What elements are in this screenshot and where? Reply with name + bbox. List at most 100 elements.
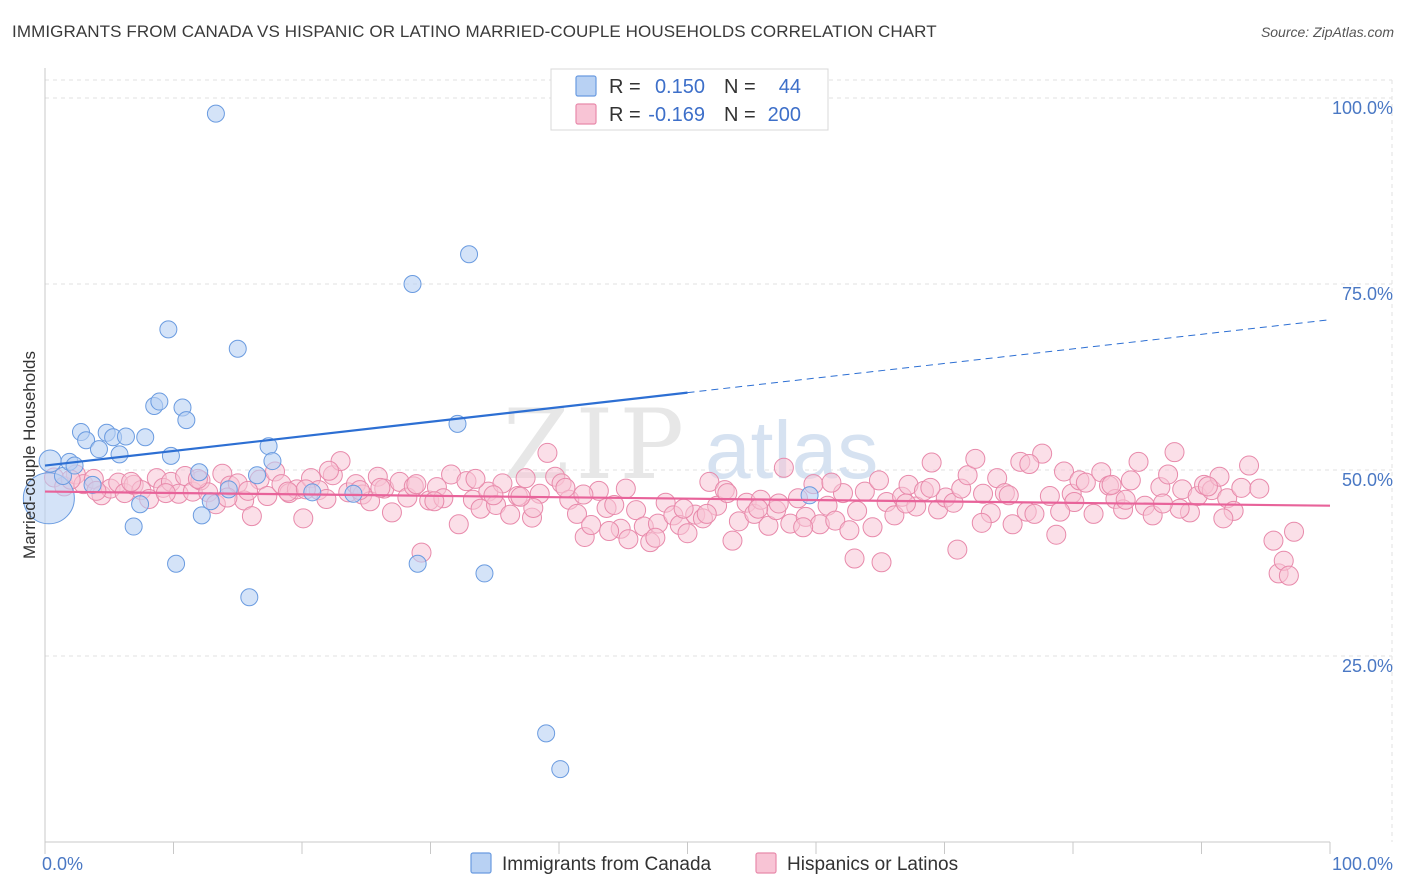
stats-legend-swatch-hispanics [575, 103, 597, 125]
data-point-canada [83, 475, 102, 494]
data-point-hispanics [1197, 476, 1218, 497]
data-point-hispanics [821, 472, 842, 493]
data-point-canada [263, 452, 282, 471]
data-point-hispanics [1083, 503, 1104, 524]
data-point-canada [77, 431, 96, 450]
stats-legend-n-value-canada: 44 [779, 76, 801, 98]
data-point-canada [201, 492, 220, 511]
x-tick-label-max: 100.0% [1332, 854, 1393, 874]
data-point-hispanics [1278, 565, 1299, 586]
data-point-hispanics [722, 530, 743, 551]
data-point-hispanics [241, 506, 262, 527]
data-point-hispanics [699, 471, 720, 492]
data-point-hispanics [696, 503, 717, 524]
data-point-hispanics [381, 502, 402, 523]
trend-lines [44, 319, 1331, 507]
data-point-canada [150, 392, 169, 411]
data-point-hispanics [277, 481, 298, 502]
stats-legend-r-label-canada: R = [609, 76, 641, 98]
data-point-hispanics [406, 474, 427, 495]
data-point-canada [403, 275, 422, 293]
chart-title: IMMIGRANTS FROM CANADA VS HISPANIC OR LA… [12, 22, 937, 41]
data-point-hispanics [238, 480, 259, 501]
data-point-canada [537, 724, 556, 743]
data-point-hispanics [793, 517, 814, 538]
data-point-hispanics [1120, 470, 1141, 491]
bottom-legend: Immigrants from Canada Hispanics or Lati… [470, 852, 958, 875]
data-point-hispanics [500, 504, 521, 525]
data-point-hispanics [1046, 524, 1067, 545]
legend-label-hispanics: Hispanics or Latinos [787, 854, 958, 875]
data-point-hispanics [257, 486, 278, 507]
canada-points [22, 81, 819, 779]
data-point-hispanics [424, 491, 445, 512]
data-point-hispanics [573, 484, 594, 505]
data-point-hispanics [604, 494, 625, 515]
data-point-hispanics [618, 529, 639, 550]
data-point-canada [303, 483, 322, 502]
data-point-hispanics [537, 442, 558, 463]
stats-legend-n-value-hispanics: 200 [768, 104, 801, 126]
data-point-hispanics [844, 548, 865, 569]
data-point-hispanics [515, 468, 536, 489]
data-point-canada [167, 554, 186, 573]
data-point-hispanics [483, 485, 504, 506]
data-point-hispanics [1075, 472, 1096, 493]
stats-legend-swatch-canada [575, 75, 597, 97]
data-point-hispanics [523, 497, 544, 518]
data-point-hispanics [1050, 501, 1071, 522]
data-point-canada [136, 428, 155, 447]
data-point-hispanics [293, 508, 314, 529]
stats-legend-r-label-hispanics: R = [609, 104, 641, 126]
data-point-hispanics [1239, 455, 1260, 476]
data-point-hispanics [768, 493, 789, 514]
data-point-hispanics [673, 498, 694, 519]
watermark-atlas: atlas [705, 405, 878, 496]
data-point-canada [219, 480, 238, 499]
data-point-canada [116, 427, 135, 446]
data-point-hispanics [1115, 489, 1136, 510]
data-point-canada [248, 466, 267, 485]
stats-legend-n-label-hispanics: N = [724, 104, 756, 126]
data-point-hispanics [1284, 521, 1305, 542]
data-point-canada [124, 517, 143, 536]
data-point-canada [110, 445, 129, 464]
y-tick-label: 100.0% [1332, 98, 1393, 118]
stats-legend-box [550, 68, 829, 131]
data-point-canada [800, 486, 819, 505]
data-point-hispanics [581, 515, 602, 536]
data-point-hispanics [825, 510, 846, 531]
data-point-hispanics [847, 500, 868, 521]
data-point-hispanics [626, 500, 647, 521]
y-tick-label: 25.0% [1342, 656, 1393, 676]
stats-legend-n-label-canada: N = [724, 76, 756, 98]
data-point-canada [89, 440, 108, 459]
y-tick-label: 75.0% [1342, 284, 1393, 304]
data-point-hispanics [677, 523, 698, 544]
data-point-hispanics [1039, 486, 1060, 507]
data-point-hispanics [448, 514, 469, 535]
legend-swatch-canada [470, 852, 492, 874]
trend-line-hispanics [44, 490, 1331, 507]
data-point-hispanics [1213, 508, 1234, 529]
data-point-hispanics [839, 520, 860, 541]
data-point-canada [65, 456, 84, 475]
data-point-hispanics [957, 465, 978, 486]
data-point-hispanics [1002, 514, 1023, 535]
legend-swatch-hispanics [755, 852, 777, 874]
data-point-hispanics [1128, 451, 1149, 472]
trend-line-canada [44, 391, 688, 467]
data-point-canada [408, 554, 427, 573]
data-point-hispanics [1054, 461, 1075, 482]
trend-line-canada-extension [687, 319, 1331, 394]
data-point-hispanics [121, 471, 142, 492]
data-point-hispanics [615, 478, 636, 499]
data-point-hispanics [717, 483, 738, 504]
y-axis-label: Married-couple Households [20, 351, 39, 559]
data-point-hispanics [971, 512, 992, 533]
data-point-hispanics [965, 448, 986, 469]
data-point-canada [475, 564, 494, 583]
data-point-canada [551, 760, 570, 779]
legend-label-canada: Immigrants from Canada [502, 854, 712, 875]
data-point-hispanics [868, 470, 889, 491]
